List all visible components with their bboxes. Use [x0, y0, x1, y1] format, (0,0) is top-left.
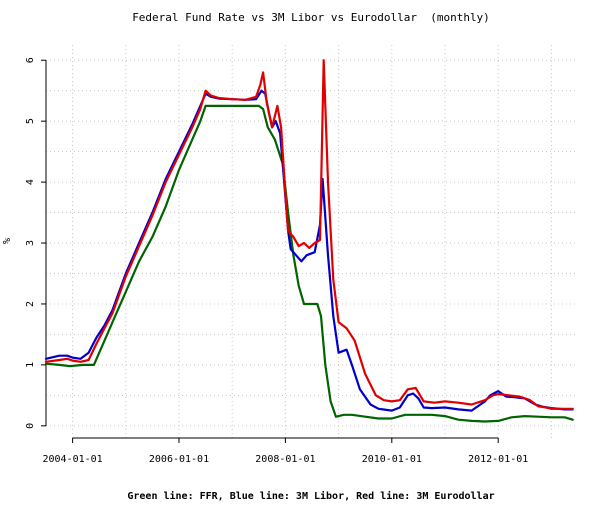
y-axis-label: %: [2, 238, 13, 244]
y-tick-label: 1: [25, 362, 36, 368]
y-tick-label: 0: [25, 423, 36, 429]
series-lines: [44, 59, 574, 423]
y-tick-label: 4: [25, 179, 36, 185]
series-line-ffr: [44, 104, 574, 423]
axes: 0 1 2 3 4 5 6 2004-01-01 2006-01-01 2008-01-01 201…: [25, 57, 528, 465]
grid: [46, 45, 578, 438]
y-tick-label: 6: [25, 57, 36, 63]
series-line-3m-eurodollar: [44, 59, 574, 410]
series-line-3m-libor: [44, 89, 574, 412]
chart-title: Federal Fund Rate vs 3M Libor vs Eurodol…: [132, 11, 490, 24]
x-tick-label: 2006-01-01: [149, 454, 209, 465]
x-tick-label: 2012-01-01: [468, 454, 528, 465]
y-tick-label: 2: [25, 301, 36, 307]
y-tick-label: 5: [25, 118, 36, 124]
x-tick-label: 2010-01-01: [362, 454, 422, 465]
chart-caption: Green line: FFR, Blue line: 3M Libor, Re…: [127, 490, 494, 502]
y-tick-label: 3: [25, 240, 36, 246]
x-tick-label: 2008-01-01: [255, 454, 315, 465]
x-tick-label: 2004-01-01: [42, 454, 102, 465]
